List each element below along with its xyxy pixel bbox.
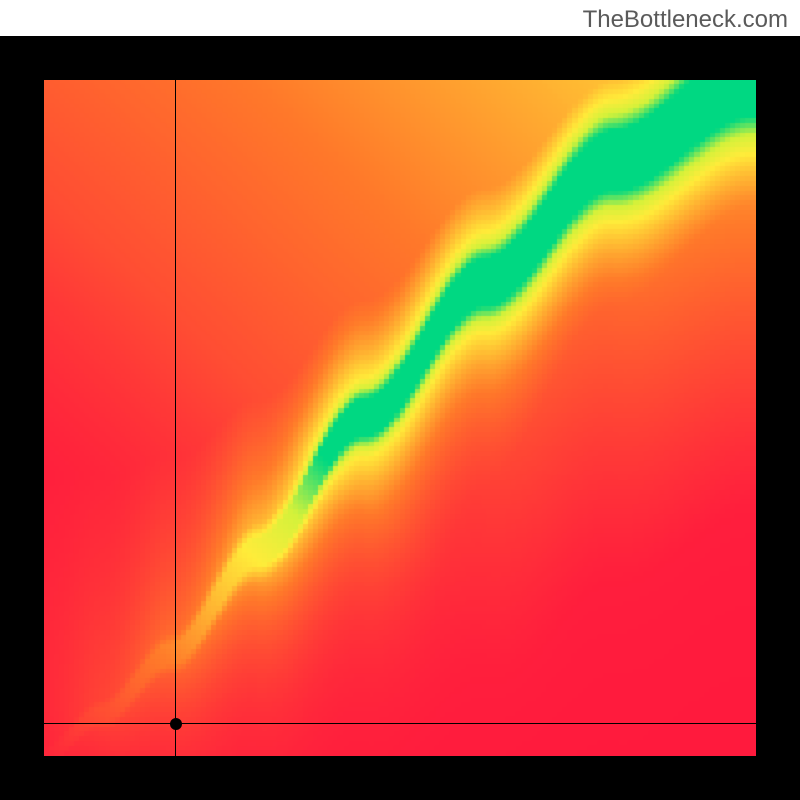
watermark-text: TheBottleneck.com	[583, 6, 788, 34]
crosshair-horizontal	[44, 723, 756, 724]
plot-area	[44, 80, 756, 756]
heatmap-canvas	[44, 80, 756, 756]
crosshair-vertical	[175, 80, 176, 756]
chart-container: TheBottleneck.com	[0, 0, 800, 800]
crosshair-marker	[170, 718, 182, 730]
outer-frame	[0, 36, 800, 800]
